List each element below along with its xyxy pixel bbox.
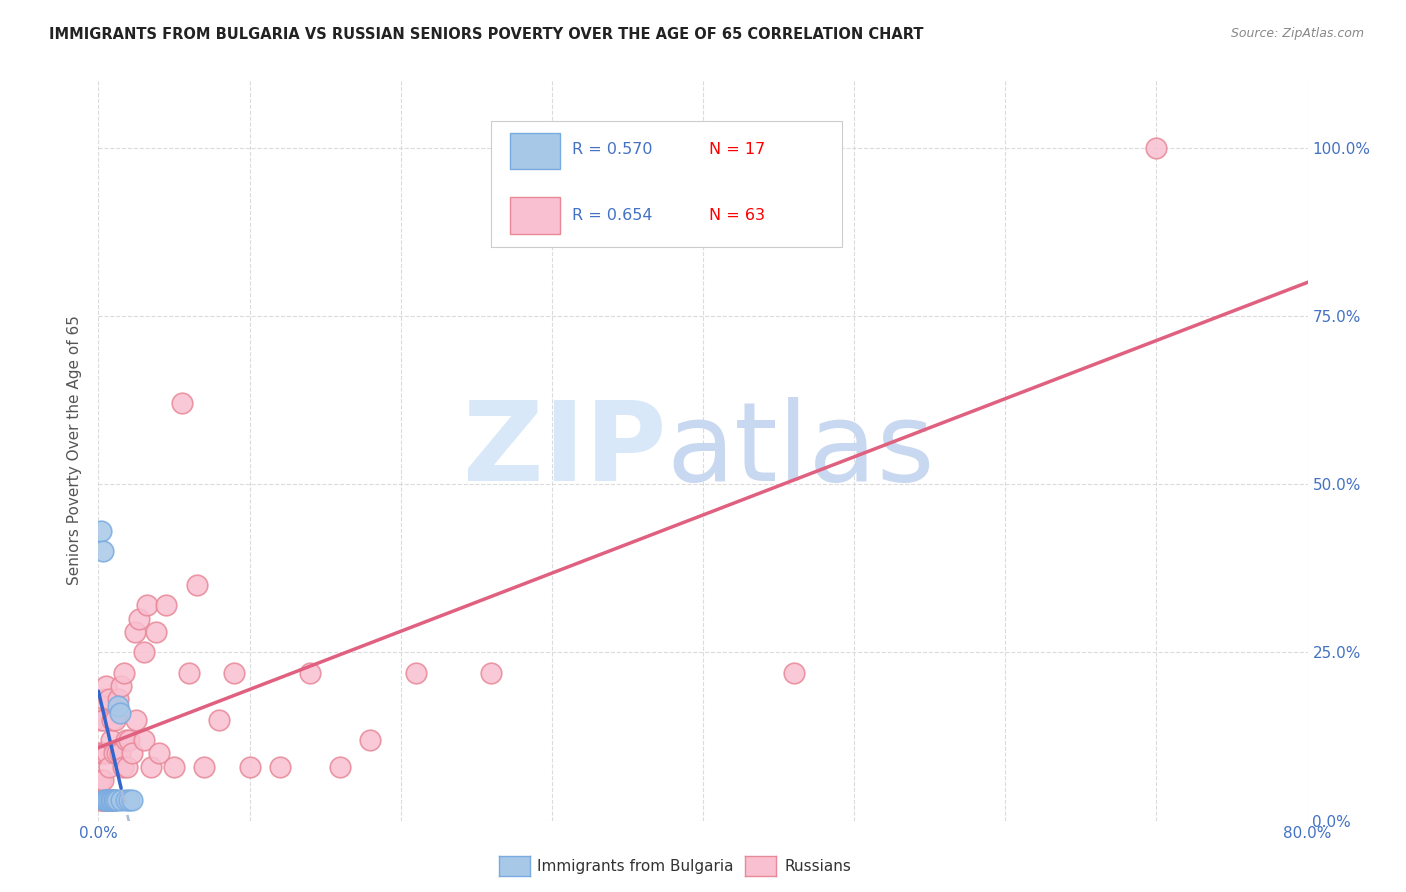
Point: [93, 793, 115, 807]
Point: [783, 665, 806, 680]
Point: [93, 747, 115, 761]
Point: [98, 793, 121, 807]
Text: Russians: Russians: [785, 859, 852, 873]
Point: [329, 760, 352, 774]
Point: [90, 524, 112, 539]
Point: [170, 396, 193, 410]
FancyBboxPatch shape: [509, 133, 561, 169]
Point: [101, 793, 124, 807]
Text: R = 0.654: R = 0.654: [572, 208, 652, 222]
Point: [239, 760, 262, 774]
Point: [148, 747, 170, 761]
Point: [91, 713, 114, 727]
Point: [299, 665, 322, 680]
Point: [103, 793, 125, 807]
Text: ZIP: ZIP: [464, 397, 666, 504]
Point: [163, 760, 186, 774]
Point: [89, 747, 111, 761]
Point: [96, 747, 118, 761]
Point: [93, 793, 115, 807]
Point: [100, 793, 122, 807]
Point: [111, 760, 134, 774]
Point: [94, 793, 117, 807]
Point: [103, 793, 125, 807]
Point: [100, 793, 122, 807]
Point: [114, 793, 136, 807]
Point: [103, 747, 125, 761]
Point: [114, 732, 136, 747]
Text: R = 0.570: R = 0.570: [572, 142, 652, 157]
Point: [105, 747, 128, 761]
Point: [98, 793, 121, 807]
Point: [90, 793, 112, 807]
Point: [107, 692, 129, 706]
Point: [115, 760, 138, 774]
Point: [132, 732, 155, 747]
Point: [108, 747, 131, 761]
FancyBboxPatch shape: [492, 121, 842, 247]
Point: [128, 612, 150, 626]
Point: [101, 793, 124, 807]
Point: [1144, 140, 1167, 154]
Point: [224, 665, 246, 680]
Point: [112, 665, 135, 680]
Point: [360, 732, 382, 747]
Point: [91, 544, 114, 558]
Point: [124, 625, 146, 640]
Point: [96, 793, 118, 807]
Point: [193, 760, 215, 774]
Point: [91, 773, 114, 788]
Point: [269, 760, 291, 774]
Point: [104, 713, 127, 727]
Point: [118, 793, 141, 807]
Point: [481, 665, 503, 680]
Point: [208, 713, 231, 727]
Text: IMMIGRANTS FROM BULGARIA VS RUSSIAN SENIORS POVERTY OVER THE AGE OF 65 CORRELATI: IMMIGRANTS FROM BULGARIA VS RUSSIAN SENI…: [49, 27, 924, 42]
Point: [186, 578, 208, 592]
Point: [94, 793, 117, 807]
Point: [101, 713, 124, 727]
Point: [118, 732, 141, 747]
Point: [90, 747, 112, 761]
Text: Immigrants from Bulgaria: Immigrants from Bulgaria: [537, 859, 734, 873]
Point: [155, 599, 177, 613]
Point: [107, 699, 129, 714]
Point: [100, 732, 122, 747]
Point: [405, 665, 427, 680]
Point: [125, 713, 148, 727]
Point: [98, 760, 121, 774]
Point: [108, 706, 131, 720]
Point: [94, 679, 117, 693]
Point: [90, 713, 112, 727]
Point: [179, 665, 201, 680]
Point: [105, 793, 128, 807]
Point: [110, 793, 132, 807]
Point: [89, 773, 111, 788]
Text: atlas: atlas: [666, 397, 935, 504]
Point: [98, 692, 121, 706]
Point: [121, 747, 143, 761]
Text: N = 63: N = 63: [709, 208, 765, 222]
Point: [96, 793, 118, 807]
Text: N = 17: N = 17: [709, 142, 765, 157]
FancyBboxPatch shape: [509, 197, 561, 234]
Point: [104, 793, 127, 807]
Point: [135, 599, 157, 613]
Point: [132, 645, 155, 659]
Point: [121, 793, 143, 807]
Point: [90, 773, 112, 788]
Point: [89, 793, 111, 807]
Point: [145, 625, 167, 640]
Point: [141, 760, 163, 774]
Y-axis label: Seniors Poverty Over the Age of 65: Seniors Poverty Over the Age of 65: [67, 316, 83, 585]
Text: Source: ZipAtlas.com: Source: ZipAtlas.com: [1230, 27, 1364, 40]
Point: [93, 692, 115, 706]
Point: [110, 679, 132, 693]
Point: [91, 793, 114, 807]
